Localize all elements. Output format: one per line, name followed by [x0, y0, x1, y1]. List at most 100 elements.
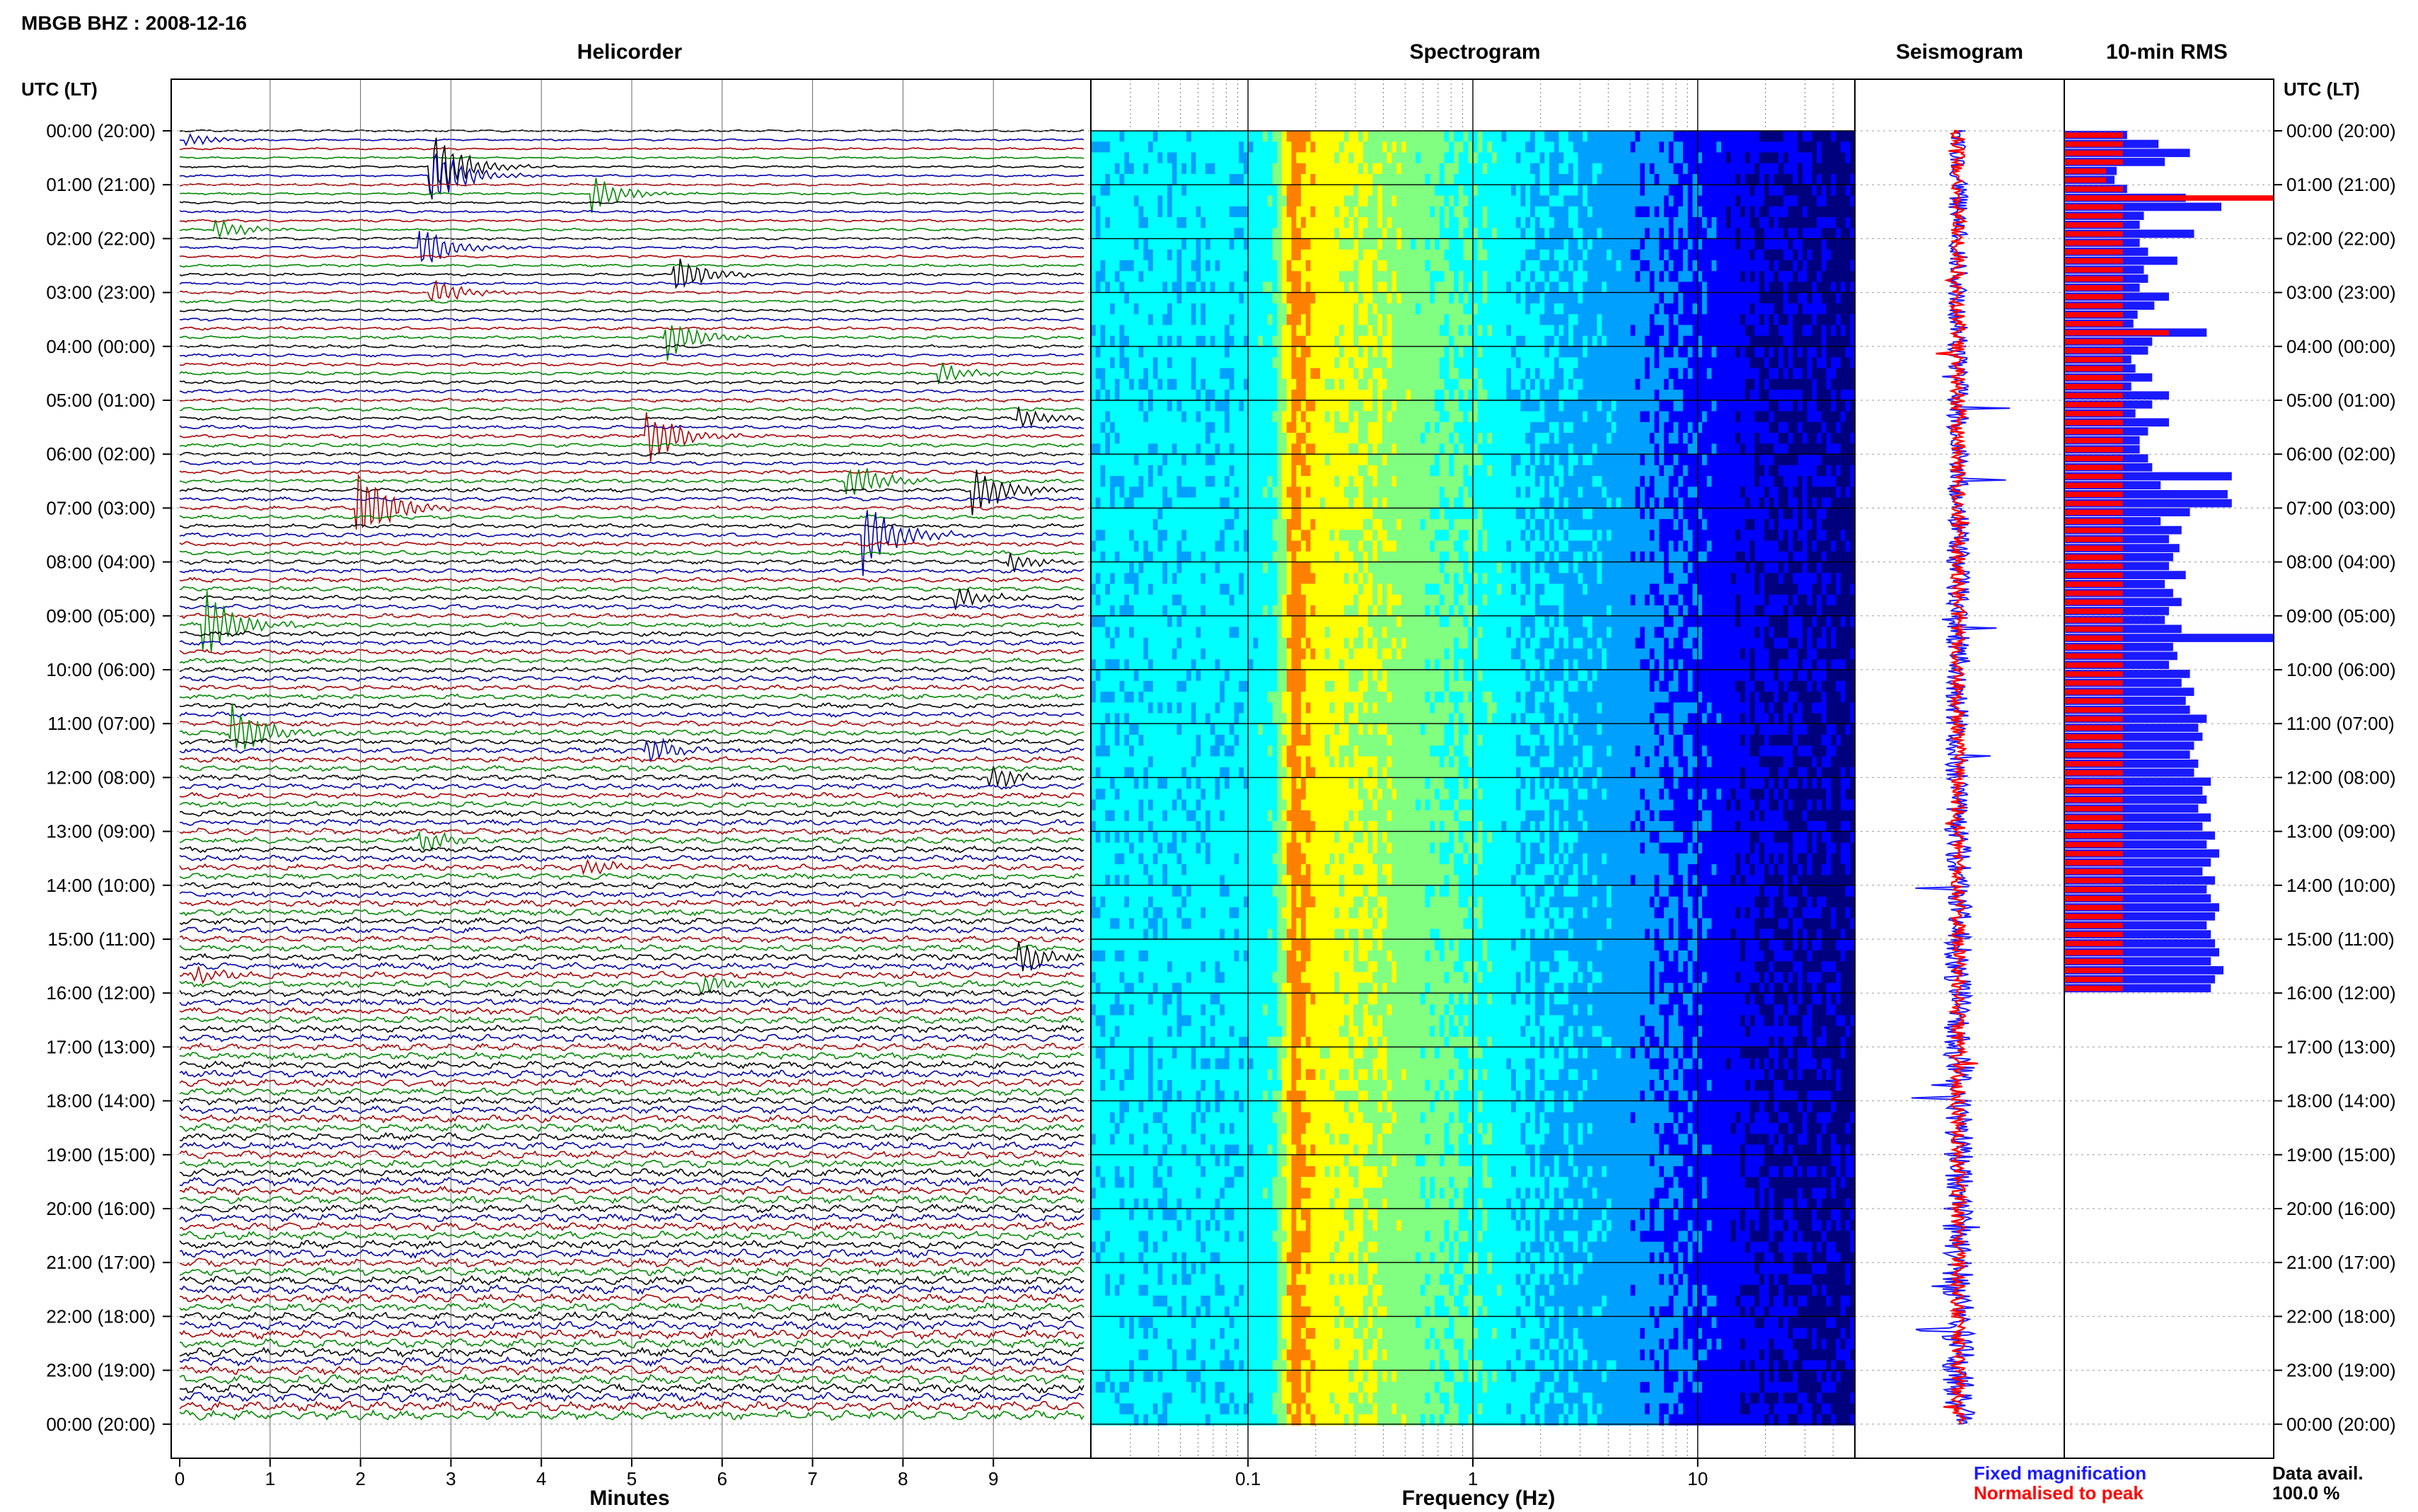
rms-bar-fixed [2064, 921, 2207, 930]
rms-bar-normalised [2064, 249, 2123, 255]
minute-tick-label: 3 [446, 1468, 456, 1489]
rms-bar-normalised [2064, 914, 2123, 919]
rms-bar-fixed [2064, 885, 2207, 894]
rms-bar-normalised [2064, 159, 2123, 165]
time-tick-label-left: 00:00 (20:00) [46, 120, 156, 141]
rms-bar-normalised [2064, 204, 2123, 210]
time-tick-label-left: 13:00 (09:00) [46, 821, 156, 842]
rms-bar-fixed [2064, 894, 2211, 903]
rms-bar-fixed [2064, 957, 2211, 966]
spectrogram-image [1091, 127, 1855, 1443]
time-tick-label-left: 14:00 (10:00) [46, 875, 156, 896]
rms-bar-fixed [2064, 840, 2207, 849]
time-tick-label-left: 16:00 (12:00) [46, 982, 156, 1004]
time-tick-label-right: 22:00 (18:00) [2286, 1305, 2396, 1327]
time-tick-label-left: 09:00 (05:00) [46, 605, 156, 627]
time-tick-label-left: 19:00 (15:00) [46, 1144, 156, 1165]
rms-bar-fixed [2064, 777, 2211, 786]
rms-bar-normalised [2064, 680, 2123, 686]
rms-bar-normalised [2064, 177, 2107, 183]
minute-tick-label: 0 [175, 1468, 185, 1489]
rms-bar-normalised [2064, 473, 2123, 479]
rms-bar-normalised [2064, 815, 2123, 821]
rms-bar-normalised [2064, 509, 2123, 516]
rms-bar-fixed [2064, 687, 2194, 697]
rms-bar-fixed [2064, 984, 2211, 993]
spectrogram-title: Spectrogram [1409, 40, 1540, 64]
rms-bar-fixed [2064, 149, 2190, 158]
time-tick-label-left: 11:00 (07:00) [47, 713, 156, 734]
rms-bar-normalised [2064, 482, 2123, 489]
rms-bar-fixed [2064, 831, 2216, 840]
rms-bar-normalised [2064, 375, 2123, 380]
rms-bar-fixed [2064, 948, 2219, 957]
rms-bar-normalised [2064, 392, 2123, 399]
rms-bar-normalised [2064, 851, 2123, 856]
rms-bar-normalised [2064, 419, 2123, 426]
minute-tick-label: 9 [988, 1468, 998, 1489]
time-tick-label-right: 18:00 (14:00) [2286, 1091, 2396, 1112]
rms-bar-normalised [2064, 716, 2123, 722]
rms-bar-normalised [2064, 662, 2123, 668]
rms-bar-fixed [2064, 508, 2190, 517]
rms-bar-fixed [2064, 634, 2274, 642]
rms-bar-normalised [2064, 222, 2123, 228]
rms-title: 10-min RMS [2106, 40, 2228, 64]
time-tick-label-right: 23:00 (19:00) [2286, 1360, 2396, 1381]
page-title: MBGB BHZ : 2008-12-16 [21, 12, 247, 34]
minute-tick-label: 6 [717, 1468, 727, 1489]
rms-bar-normalised [2064, 231, 2123, 237]
rms-bar-fixed [2064, 939, 2216, 948]
time-tick-label-right: 14:00 (10:00) [2286, 875, 2396, 896]
minute-tick-label: 1 [265, 1468, 275, 1489]
rms-bar-normalised [2064, 797, 2123, 803]
minute-tick-label: 2 [355, 1468, 365, 1489]
time-tick-label-right: 00:00 (20:00) [2286, 1414, 2396, 1435]
rms-bar-normalised [2064, 536, 2123, 542]
rms-bar-normalised [2064, 293, 2123, 300]
rms-bar-normalised [2064, 895, 2123, 902]
time-tick-label-right: 01:00 (21:00) [2286, 174, 2396, 195]
rms-bar-normalised [2064, 303, 2123, 309]
minute-tick-label: 5 [627, 1468, 637, 1489]
rms-bar-fixed [2064, 804, 2199, 813]
frequency-tick-label: 0.1 [1235, 1468, 1261, 1489]
rms-bar-fixed [2064, 741, 2194, 750]
rms-bar-normalised [2064, 635, 2123, 641]
time-tick-label-right: 19:00 (15:00) [2286, 1144, 2396, 1165]
time-tick-label-left: 00:00 (20:00) [46, 1414, 156, 1435]
rms-bar-normalised [2064, 501, 2123, 506]
rms-bar-normalised [2064, 150, 2123, 156]
rms-bar-normalised [2064, 321, 2123, 327]
rms-bar-fixed [2064, 229, 2194, 238]
rms-bar-normalised [2064, 779, 2123, 785]
rms-bar-normalised [2064, 213, 2123, 219]
rms-bar-fixed [2064, 750, 2190, 759]
rms-bar-normalised [2064, 842, 2123, 848]
rms-bar-normalised [2064, 339, 2123, 344]
rms-bar-normalised [2064, 141, 2123, 147]
rms-bar-normalised [2064, 608, 2123, 614]
rms-bar-normalised [2064, 411, 2123, 417]
time-tick-label-left: 06:00 (02:00) [46, 443, 156, 465]
data-availability-label: Data avail. [2272, 1462, 2364, 1484]
rms-bar-normalised [2064, 950, 2123, 955]
time-tick-label-left: 17:00 (13:00) [46, 1036, 156, 1057]
time-tick-label-left: 18:00 (14:00) [46, 1091, 156, 1112]
time-tick-label-right: 03:00 (23:00) [2286, 282, 2396, 303]
rms-bar-fixed [2064, 472, 2232, 481]
rms-bar-normalised [2064, 752, 2123, 758]
time-tick-label-right: 13:00 (09:00) [2286, 821, 2396, 842]
rms-bar-normalised [2064, 267, 2123, 273]
rms-bar-normalised [2064, 563, 2123, 569]
rms-bar-fixed [2064, 786, 2203, 795]
rms-bar-normalised [2064, 734, 2123, 740]
rms-bar-normalised [2064, 977, 2123, 982]
rms-bar-fixed [2064, 903, 2219, 912]
minute-tick-label: 8 [898, 1468, 908, 1489]
rms-bar-fixed [2064, 732, 2203, 741]
rms-bar-normalised [2064, 240, 2123, 246]
time-tick-label-left: 04:00 (00:00) [46, 336, 156, 357]
rms-bar-normalised [2064, 922, 2123, 929]
